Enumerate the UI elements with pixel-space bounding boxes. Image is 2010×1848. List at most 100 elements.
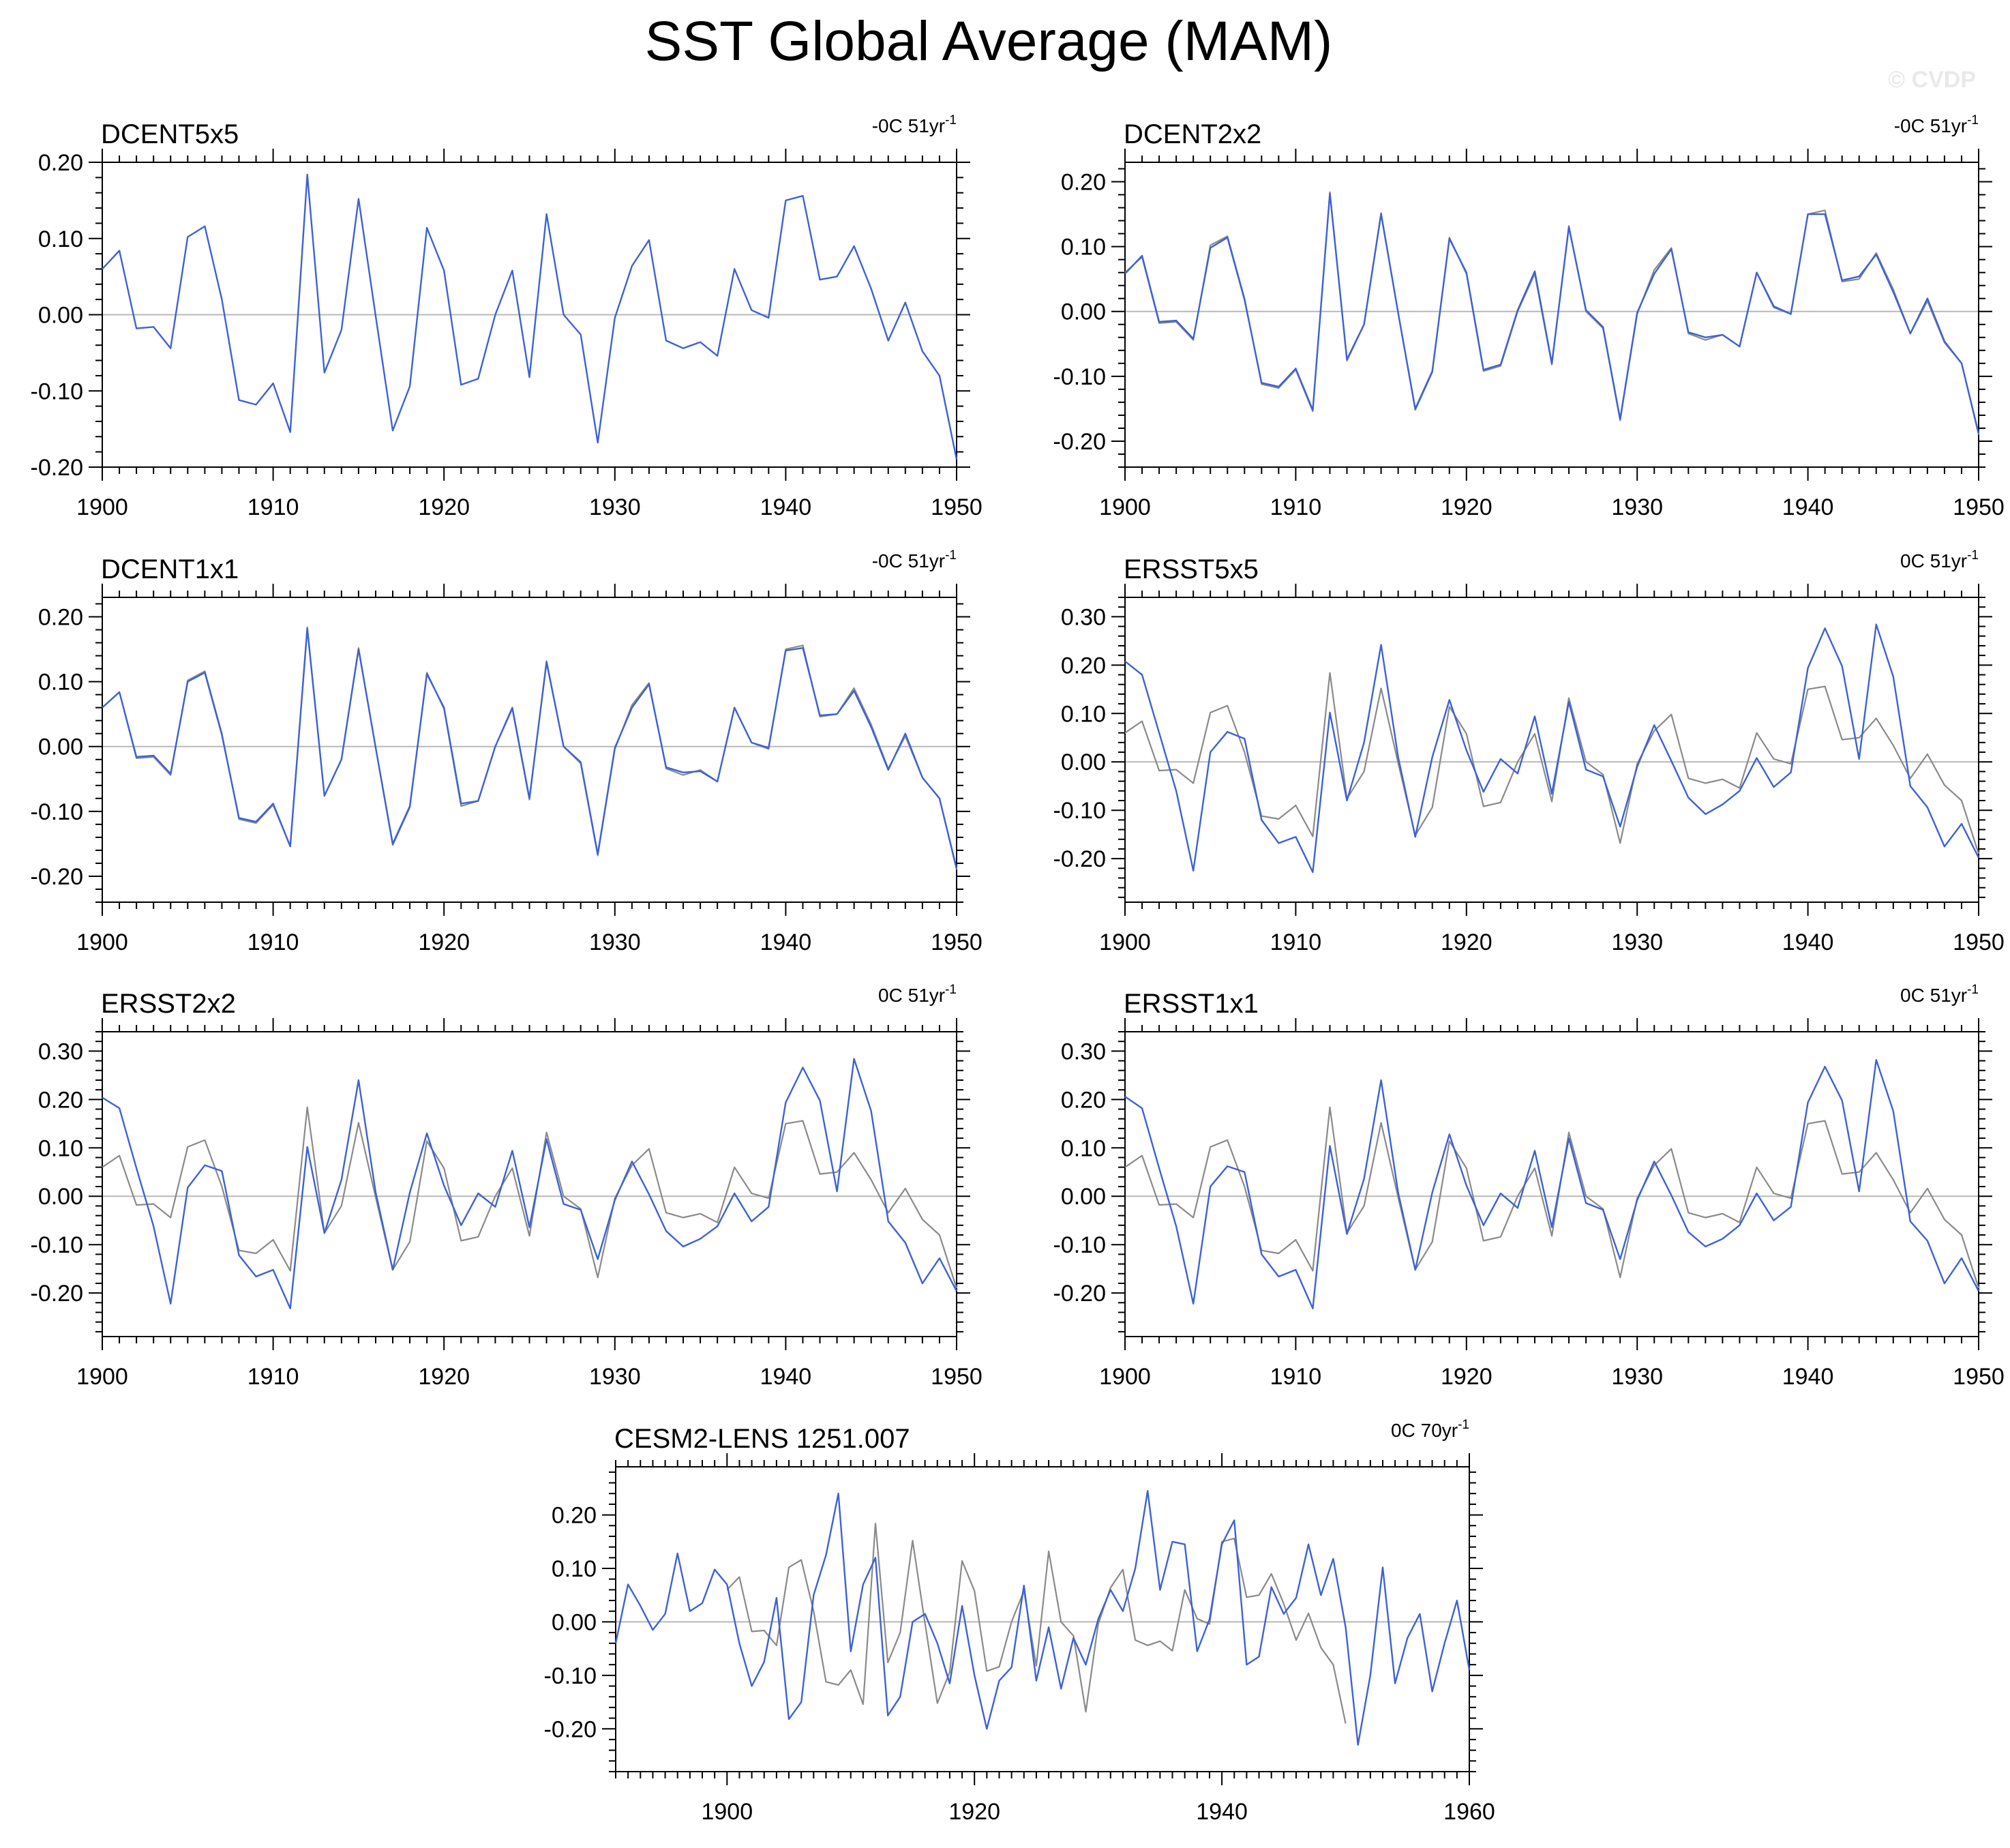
chart-panel-3: DCENT1x1 -0C 51yr-1 1900 1910 1920 1930 1940 19… [31, 548, 982, 955]
panel-title: ERSST2x2 [101, 989, 236, 1019]
y-tick-label: -0.20 [1053, 1281, 1107, 1307]
x-tick-label: 1940 [760, 494, 812, 520]
y-tick-label: 0.20 [1061, 170, 1106, 196]
x-tick-label: 1910 [1270, 494, 1322, 520]
x-tick-label: 1920 [418, 929, 470, 955]
panel-title: ERSST1x1 [1124, 989, 1259, 1019]
x-tick-label: 1920 [418, 494, 470, 520]
series-line-primary [102, 1058, 958, 1310]
trend-exponent: -1 [1967, 113, 1979, 128]
series-line-reference [1124, 1106, 1980, 1289]
trend-exponent: -1 [1967, 548, 1979, 563]
x-tick-label: 1950 [931, 494, 982, 520]
trend-value: 0C 51yr [1900, 550, 1967, 571]
y-tick-label: 0.20 [38, 150, 83, 176]
series-line-primary [1124, 192, 1980, 434]
x-tick-label: 1920 [1441, 929, 1492, 955]
series-line-primary [1124, 623, 1980, 874]
series-line-primary [1124, 1058, 1980, 1310]
ticks [1111, 1018, 1992, 1350]
y-tick-label: -0.20 [1053, 429, 1107, 455]
x-tick-label: 1940 [1196, 1799, 1248, 1825]
x-tick-label: 1930 [1611, 494, 1663, 520]
plot-frame [102, 597, 957, 903]
x-tick-label: 1910 [247, 494, 299, 520]
y-tick-label: 0.10 [1061, 1135, 1106, 1161]
panel-title: DCENT2x2 [1124, 119, 1261, 149]
x-tick-label: 1920 [418, 1364, 470, 1390]
y-tick-label: 0.30 [1061, 604, 1106, 630]
y-tick-label: 0.00 [38, 1184, 83, 1210]
trend-label: -0C 51yr-1 [872, 548, 957, 571]
x-tick-label: 1900 [76, 929, 128, 955]
plot-frame [1124, 597, 1979, 903]
y-tick-label: 0.20 [38, 605, 83, 631]
y-tick-label: 0.20 [38, 1087, 83, 1113]
x-tick-label: 1920 [1441, 1364, 1492, 1390]
chart-panel-4: ERSST5x5 0C 51yr-1 1900 1910 1920 1930 1940 195… [1053, 548, 2005, 955]
x-tick-label: 1930 [1611, 929, 1663, 955]
x-tick-label: 1920 [1441, 494, 1492, 520]
y-tick-label: 0.00 [1061, 749, 1106, 775]
x-tick-label: 1930 [589, 929, 641, 955]
series-line-reference [102, 1106, 958, 1289]
chart-panel-5: ERSST2x2 0C 51yr-1 1900 1910 1920 1930 1940 195… [31, 983, 982, 1390]
trend-value: -0C 51yr [872, 115, 945, 136]
y-tick-label: 0.20 [1061, 1087, 1106, 1113]
watermark: © CVDP [1888, 67, 1976, 93]
y-tick-label: -0.20 [31, 1281, 84, 1307]
x-tick-label: 1910 [1270, 929, 1322, 955]
y-tick-label: -0.10 [1053, 798, 1107, 824]
trend-exponent: -1 [1458, 1418, 1469, 1432]
x-tick-label: 1910 [1270, 1364, 1322, 1390]
y-tick-label: -0.10 [544, 1663, 597, 1689]
y-tick-label: -0.20 [31, 455, 84, 481]
y-tick-label: 0.10 [1061, 235, 1106, 260]
plot-frame [102, 1031, 957, 1337]
x-tick-label: 1900 [1099, 929, 1151, 955]
x-tick-label: 1950 [1953, 929, 2005, 955]
y-tick-label: 0.00 [552, 1609, 597, 1635]
y-tick-label: -0.20 [544, 1716, 597, 1742]
y-tick-label: -0.10 [31, 799, 84, 825]
series-line-reference [726, 1523, 1347, 1724]
chart-panel-7: CESM2-LENS 1251.007 0C 70yr-1 1900 1920 1940… [544, 1418, 1495, 1825]
y-tick-label: -0.10 [1053, 364, 1107, 390]
y-tick-label: 0.20 [552, 1503, 597, 1529]
x-tick-label: 1950 [1953, 1364, 2005, 1390]
trend-label: 0C 51yr-1 [878, 983, 957, 1006]
panel-title: DCENT1x1 [101, 554, 239, 584]
y-tick-label: 0.10 [38, 226, 83, 252]
ticks [89, 149, 970, 481]
y-tick-label: 0.00 [1061, 1184, 1106, 1210]
y-tick-label: 0.30 [1061, 1039, 1106, 1064]
series-line-reference [1124, 191, 1980, 435]
x-tick-label: 1900 [1099, 1364, 1151, 1390]
y-tick-label: 0.30 [38, 1039, 83, 1064]
panel-title: CESM2-LENS 1251.007 [614, 1424, 910, 1454]
y-tick-label: 0.00 [38, 734, 83, 760]
series-line-reference [1124, 672, 1980, 854]
y-tick-label: -0.10 [31, 1232, 84, 1258]
chart-panel-6: ERSST1x1 0C 51yr-1 1900 1910 1920 1930 1940 195… [1053, 983, 2005, 1390]
series-line-primary [614, 1490, 1471, 1746]
trend-value: -0C 51yr [1894, 115, 1967, 136]
trend-label: 0C 51yr-1 [1900, 983, 1979, 1006]
trend-value: 0C 70yr [1391, 1420, 1458, 1441]
plot-frame [615, 1466, 1470, 1772]
trend-exponent: -1 [1967, 983, 1979, 997]
x-tick-label: 1940 [1782, 494, 1834, 520]
trend-label: 0C 70yr-1 [1391, 1418, 1469, 1441]
x-tick-label: 1940 [760, 1364, 812, 1390]
trend-label: -0C 51yr-1 [872, 113, 957, 136]
y-tick-label: -0.20 [1053, 846, 1107, 872]
ticks [89, 584, 970, 916]
x-tick-label: 1910 [247, 929, 299, 955]
x-tick-label: 1900 [1099, 494, 1151, 520]
series-line-primary [102, 627, 958, 869]
x-tick-label: 1930 [589, 494, 641, 520]
x-tick-label: 1950 [1953, 494, 2005, 520]
series-line-reference [102, 626, 958, 870]
y-tick-label: -0.20 [31, 864, 84, 890]
